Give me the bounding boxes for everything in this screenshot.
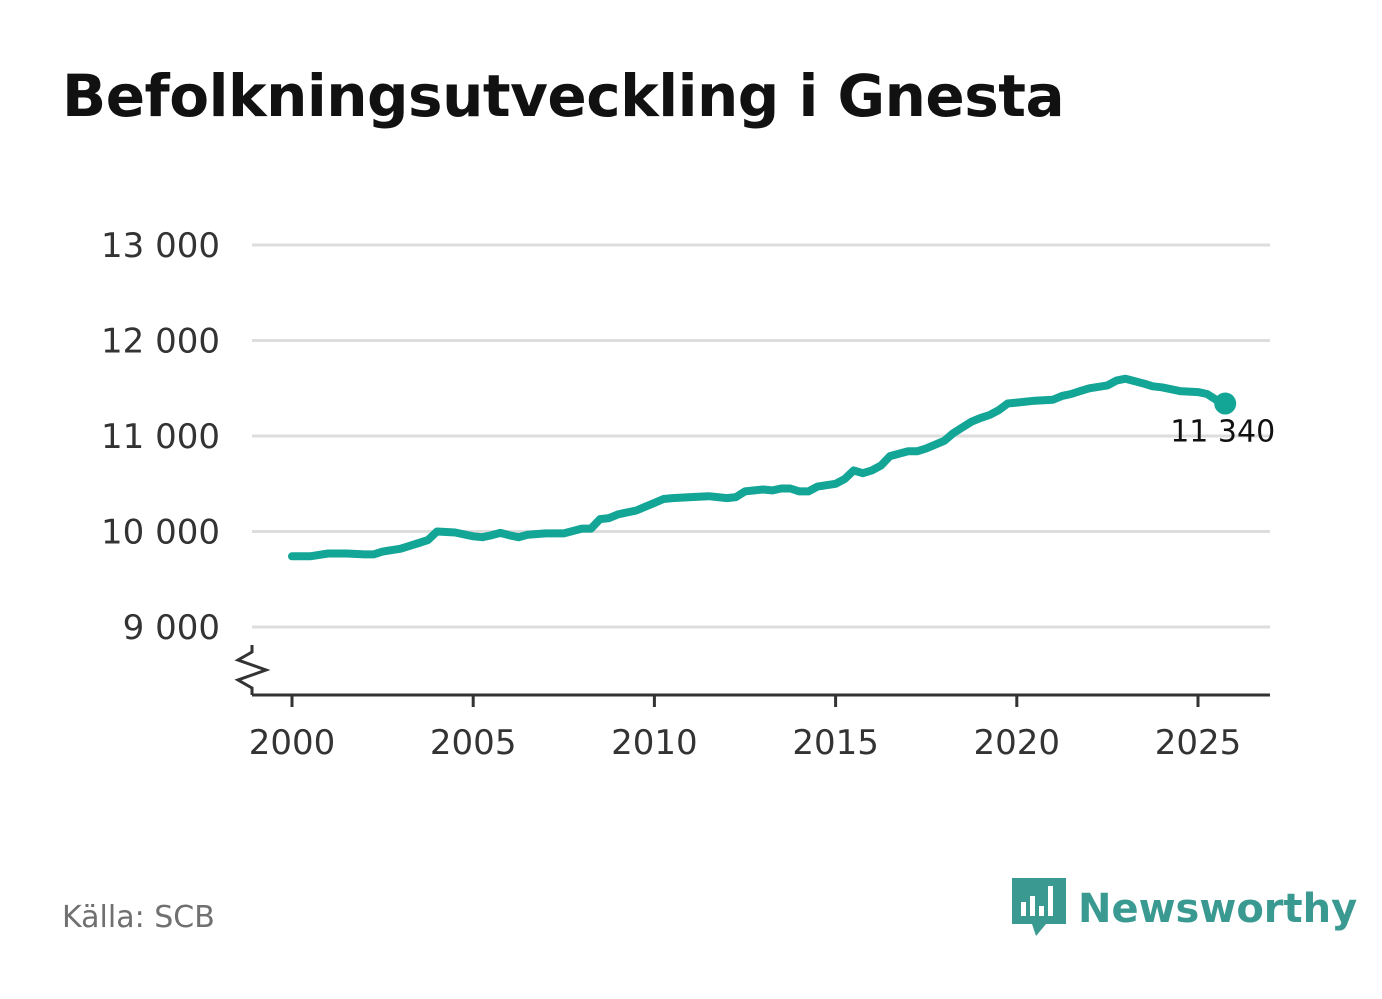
y-tick-label: 11 000 xyxy=(101,417,220,457)
x-axis xyxy=(234,645,1270,697)
chart-title: Befolkningsutveckling i Gnesta xyxy=(62,62,1065,130)
x-tick-label: 2015 xyxy=(792,723,879,763)
brand-name: Newsworthy xyxy=(1078,886,1358,932)
x-tick-label: 2000 xyxy=(249,723,336,763)
y-tick-label: 10 000 xyxy=(101,513,220,553)
x-axis-ticks: 2000 2005 2010 2015 2020 2025 xyxy=(249,695,1242,763)
newsworthy-chart-logo-icon xyxy=(1012,878,1066,936)
x-tick-label: 2005 xyxy=(430,723,517,763)
end-value-label: 11 340 xyxy=(1170,415,1275,450)
source-note: Källa: SCB xyxy=(62,900,215,935)
y-axis-ticks: 9 000 10 000 11 000 12 000 13 000 xyxy=(101,226,220,648)
end-label-layer: 11 340 xyxy=(1170,415,1275,450)
brand-logo[interactable]: Newsworthy xyxy=(1012,878,1357,940)
series-end-point xyxy=(1214,392,1237,415)
gridlines xyxy=(252,243,1270,629)
y-tick-label: 9 000 xyxy=(123,608,220,648)
series-layer xyxy=(288,374,1237,561)
x-tick-label: 2020 xyxy=(974,723,1061,763)
y-tick-label: 12 000 xyxy=(101,322,220,362)
axis-break-icon xyxy=(234,645,271,695)
y-tick-label: 13 000 xyxy=(101,226,220,266)
x-tick-label: 2010 xyxy=(611,723,698,763)
series-line-0 xyxy=(288,374,1230,561)
x-tick-label: 2025 xyxy=(1155,723,1242,763)
